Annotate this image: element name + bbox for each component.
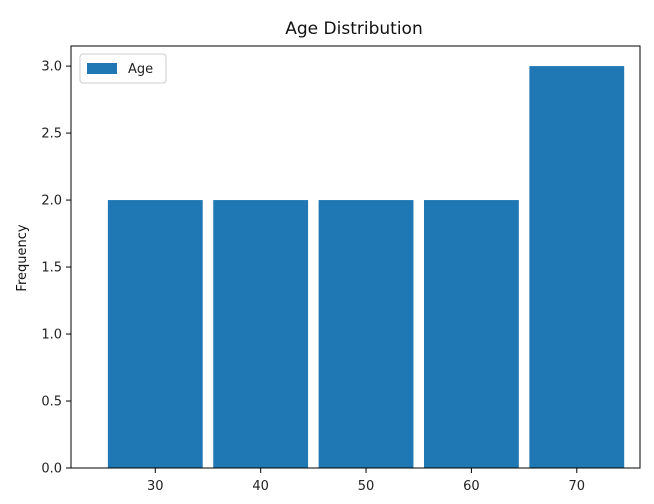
chart-title: Age Distribution (285, 19, 422, 39)
y-tick-label: 2.0 (41, 194, 62, 209)
y-tick-label: 0.5 (41, 395, 62, 410)
plot-frame (70, 45, 641, 469)
y-tick-label: 2.5 (41, 127, 62, 142)
bar-50 (318, 200, 414, 469)
x-tick-label: 50 (358, 479, 375, 494)
bar-70 (529, 66, 625, 468)
legend-box (79, 53, 167, 84)
bar-40 (213, 200, 309, 469)
y-axis-label: Frequency (15, 224, 30, 291)
bars-layer (107, 66, 625, 469)
x-axis-ticks: 30 40 50 60 70 (147, 468, 585, 494)
x-tick-label: 30 (147, 479, 164, 494)
legend-entry-age: Age (128, 62, 153, 77)
y-tick-label: 0.0 (41, 462, 62, 477)
legend: Age (79, 53, 167, 84)
bar-60 (423, 200, 519, 469)
bar-30 (107, 200, 203, 469)
y-tick-label: 1.5 (41, 261, 62, 276)
x-tick-label: 60 (463, 479, 480, 494)
y-tick-label: 3.0 (41, 60, 62, 75)
x-tick-label: 40 (252, 479, 269, 494)
y-axis-ticks: 0.0 0.5 1.0 1.5 2.0 2.5 3.0 (41, 60, 71, 477)
legend-swatch-age (87, 63, 117, 74)
x-tick-label: 70 (569, 479, 586, 494)
y-tick-label: 1.0 (41, 328, 62, 343)
